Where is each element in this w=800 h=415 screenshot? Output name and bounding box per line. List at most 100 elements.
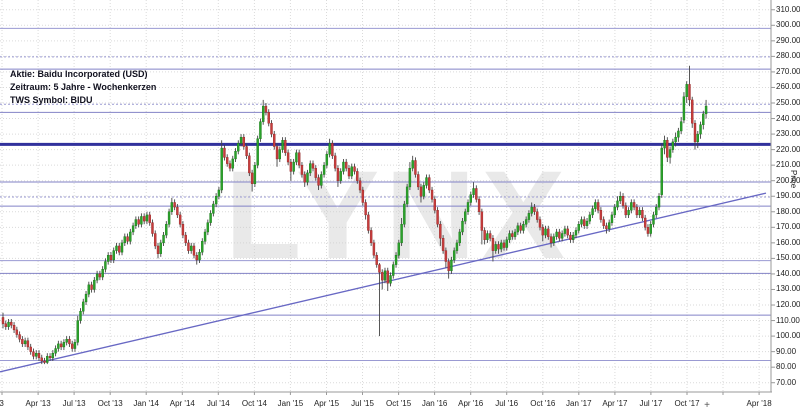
candle-up [450,259,453,272]
candle-up [508,233,511,240]
candle-up [513,231,517,237]
candle-down [317,177,320,186]
candle-up [51,352,55,359]
candle-down [187,242,190,251]
candle-up [580,219,583,225]
candle-down [184,234,187,244]
trendline[interactable] [0,192,767,373]
candle-down [148,214,151,223]
candle-down [369,230,373,244]
candle-down [118,245,121,253]
candle-down [358,180,362,191]
candle-down [154,233,157,247]
candle-up [165,224,168,236]
price-tick-label: 280.00 [776,51,800,61]
candle-up [328,143,331,155]
candle-up [23,340,27,345]
candle-down [347,168,351,177]
candle-down [602,219,605,226]
candle-up [671,141,675,150]
candle-down [641,210,644,219]
price-tick-label: 200.00 [776,175,800,185]
candle-up [7,321,10,327]
time-tick-label: Apr '17 [602,399,628,408]
candle-up [585,220,589,226]
candle-up [46,356,49,363]
candle-up [104,261,107,270]
candle-down [273,133,276,147]
chart-title-line-2: Zeitraum: 5 Jahre - Wochenkerzen [10,82,157,92]
candle-up [217,189,221,197]
candle-down [624,205,627,216]
price-tick-label: 100.00 [776,331,800,341]
time-tick-label: Jul '16 [495,399,519,408]
candle-up [464,211,467,222]
time-tick-label: Jan '13 [0,399,4,408]
candle-down [21,339,24,345]
candle-down [646,227,650,234]
candle-down [178,214,182,225]
time-tick-label: Oct '13 [97,399,123,408]
price-tick-label: 300.00 [776,20,800,30]
candle-down [156,245,160,254]
candle-down [666,140,669,158]
time-tick-label: Oct '16 [530,399,556,408]
price-tick-label: 110.00 [776,315,800,325]
candle-up [259,121,262,139]
candle-up [140,216,143,225]
candle-up [702,113,705,125]
candle-down [483,230,486,240]
candle-down [635,206,639,216]
price-tick-label: 130.00 [776,284,800,294]
candle-down [228,163,232,169]
candle-up [408,168,412,188]
time-tick-label: Apr '16 [458,399,484,408]
candle-down [32,351,35,357]
candle-down [558,231,561,239]
candle-up [220,147,223,191]
candle-down [109,255,113,261]
candle-down [173,202,176,208]
price-tick-label: 160.00 [776,237,800,247]
candle-up [527,213,531,220]
candle-up [552,236,556,244]
candle-down [286,152,290,163]
candle-up [106,255,110,262]
time-axis[interactable]: Jan '13 Apr '13 Jul '13 Oct '13 Jan '14 Apr '… [0,398,800,412]
chart-title-block: Aktie: Baidu Incorporated (USD) Zeitraum… [10,68,156,107]
candle-down [691,99,694,124]
candle-down [267,112,270,124]
candle-up [668,149,672,158]
candle-up [607,222,611,230]
candle-up [574,230,578,236]
candle-down [126,236,129,242]
price-tick-label: 180.00 [776,206,800,216]
candle-down [345,161,348,169]
candle-down [444,250,448,262]
price-tick-label: 190.00 [776,191,800,201]
candle-down [381,272,384,281]
candle-up [129,231,132,242]
candle-up [452,250,456,261]
price-axis-title: Price [789,170,798,189]
candle-down [414,160,417,175]
candle-down [275,146,279,160]
candle-down [142,216,146,222]
candle-up [682,96,686,121]
candle-up [422,185,425,197]
candle-up [322,164,326,175]
candle-down [223,147,226,158]
candle-up [696,133,699,143]
candle-down [90,284,93,290]
candle-down [29,346,32,352]
candle-up [320,174,323,186]
candle-up [466,202,470,212]
candle-down [547,228,550,237]
candle-up [619,196,622,202]
candle-up [630,202,633,211]
candle-up [455,242,459,251]
candle-down [333,155,337,169]
candle-down [378,264,381,273]
